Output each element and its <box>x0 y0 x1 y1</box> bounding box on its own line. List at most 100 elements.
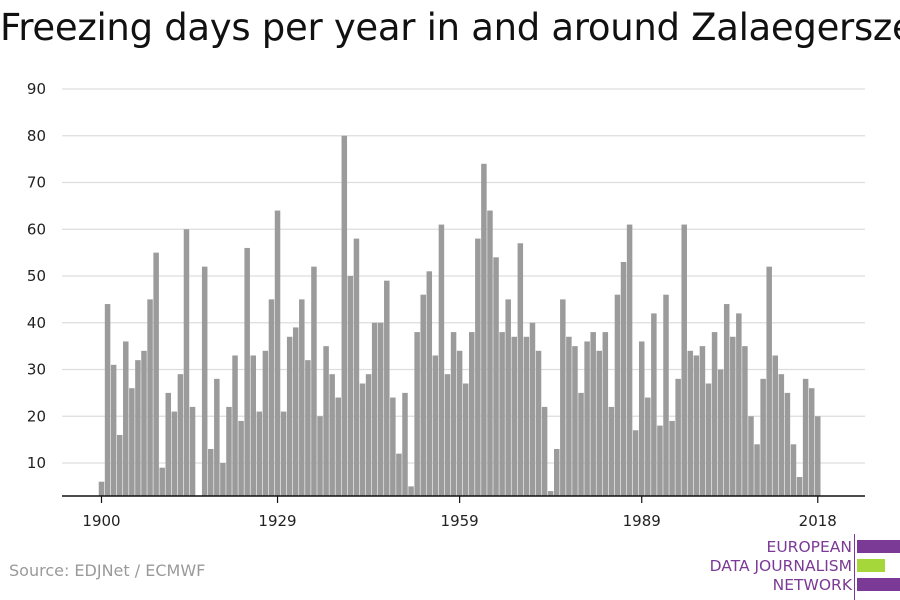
bar-1943 <box>359 383 366 496</box>
y-axis-ticks: 10 20 30 40 50 60 70 80 90 <box>27 80 46 472</box>
bar-2002 <box>717 369 724 496</box>
bar-1981 <box>590 332 596 496</box>
bar-1953 <box>420 294 426 496</box>
bar-1927 <box>262 350 269 496</box>
bar-2009 <box>760 378 766 496</box>
x-tick-label-1900: 1900 <box>82 512 120 530</box>
bar-1950 <box>402 392 408 497</box>
x-tick-label-1989: 1989 <box>623 512 661 530</box>
bar-1976 <box>560 299 566 497</box>
chart-title: Freezing days per year in and around Zal… <box>0 6 900 49</box>
bar-1965 <box>493 257 499 496</box>
y-tick-label-70: 70 <box>27 174 46 192</box>
bar-1952 <box>414 332 420 496</box>
bar-1928 <box>268 299 275 497</box>
bar-1904 <box>123 341 129 496</box>
edjnet-logo: EUROPEAN DATA JOURNALISM NETWORK <box>700 534 900 600</box>
logo-bar-2 <box>857 559 885 572</box>
bar-1960 <box>462 383 469 496</box>
bar-1968 <box>511 336 518 496</box>
bar-1922 <box>232 355 238 496</box>
bar-2011 <box>772 355 779 496</box>
bar-1977 <box>566 336 572 496</box>
bar-1909 <box>153 252 159 497</box>
bar-1905 <box>129 388 135 496</box>
bar-1947 <box>384 280 390 496</box>
bar-2007 <box>748 416 754 496</box>
bar-2014 <box>790 444 797 496</box>
logo-line-2: DATA JOURNALISM <box>709 557 852 575</box>
bar-1984 <box>608 406 615 496</box>
logo-bar-3 <box>857 578 900 591</box>
bar-1982 <box>596 350 602 496</box>
x-axis-ticks: 1900 1929 1959 1989 2018 <box>82 496 837 530</box>
bar-1919 <box>214 378 220 496</box>
bar-1925 <box>250 355 256 496</box>
bar-1963 <box>481 163 487 497</box>
bar-1973 <box>541 406 548 496</box>
bar-1942 <box>353 238 360 496</box>
bar-1994 <box>669 420 675 496</box>
bar-2018 <box>815 416 821 496</box>
bar-2016 <box>802 378 809 496</box>
bar-1902 <box>110 364 117 496</box>
bar-1954 <box>426 271 433 496</box>
bar-1967 <box>505 299 511 497</box>
logo-line-1: EUROPEAN <box>766 538 852 556</box>
bar-1996 <box>681 224 687 496</box>
bar-1970 <box>523 336 530 496</box>
bar-1990 <box>645 397 651 496</box>
bar-1991 <box>651 313 657 496</box>
logo-line-3: NETWORK <box>772 576 852 594</box>
bar-1915 <box>189 406 196 496</box>
logo-bar-1 <box>857 540 900 553</box>
x-tick-label-1959: 1959 <box>441 512 479 530</box>
bar-1975 <box>554 448 560 496</box>
bar-1988 <box>632 430 639 496</box>
bar-1934 <box>305 360 311 496</box>
bar-1987 <box>626 224 633 496</box>
bar-2005 <box>736 313 742 496</box>
logo-divider <box>854 534 855 600</box>
bar-1998 <box>693 355 700 496</box>
bar-1969 <box>517 243 524 496</box>
bar-1971 <box>529 322 536 496</box>
bar-1983 <box>602 332 609 496</box>
bar-1926 <box>256 411 263 496</box>
bar-1941 <box>347 276 354 496</box>
bar-2006 <box>742 346 748 497</box>
bar-1917 <box>201 266 208 496</box>
bar-1918 <box>208 448 214 496</box>
x-tick-label-1929: 1929 <box>258 512 296 530</box>
bar-2013 <box>784 392 791 497</box>
bar-1939 <box>335 397 341 496</box>
bar-1944 <box>365 374 372 496</box>
bar-1980 <box>584 341 590 496</box>
bar-1920 <box>220 463 226 496</box>
bar-1935 <box>311 266 317 496</box>
bar-1907 <box>141 350 147 496</box>
bar-1978 <box>572 346 578 497</box>
x-tick-label-2018: 2018 <box>799 512 837 530</box>
bar-1992 <box>657 425 663 496</box>
bar-1951 <box>408 486 414 497</box>
y-tick-label-50: 50 <box>27 267 46 285</box>
bars <box>98 135 821 497</box>
bar-1924 <box>244 247 250 496</box>
bar-1949 <box>396 453 402 496</box>
bar-1933 <box>299 299 305 497</box>
bar-1964 <box>487 210 493 497</box>
y-tick-label-20: 20 <box>27 407 46 425</box>
source-note: Source: EDJNet / ECMWF <box>9 561 206 580</box>
bar-1974 <box>547 491 554 496</box>
bar-1979 <box>578 392 584 497</box>
bar-1912 <box>171 411 178 496</box>
bar-1910 <box>159 467 165 496</box>
bar-1946 <box>377 322 384 496</box>
bar-2008 <box>754 444 760 496</box>
bar-2004 <box>730 336 736 496</box>
bar-2015 <box>796 477 803 496</box>
bar-1908 <box>147 299 153 497</box>
bar-1929 <box>274 210 281 497</box>
